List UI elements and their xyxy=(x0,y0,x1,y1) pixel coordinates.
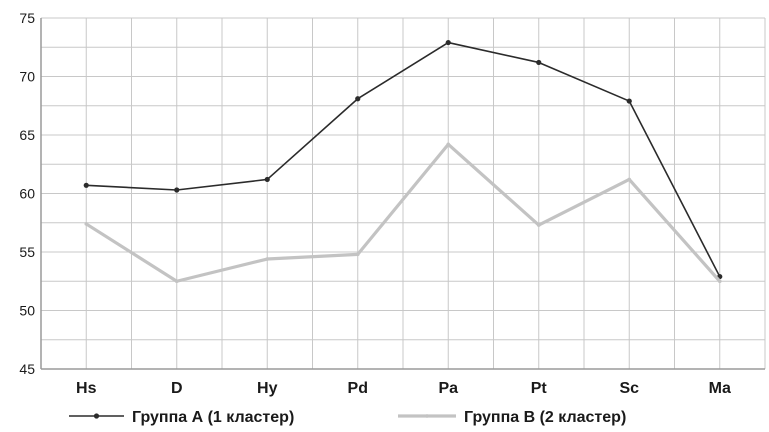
data-point xyxy=(536,223,541,227)
data-point xyxy=(174,279,179,284)
legend: Группа А (1 кластер) Группа В (2 кластер) xyxy=(69,409,626,426)
data-point xyxy=(83,182,89,188)
x-tick-label: Hs xyxy=(76,380,97,397)
x-tick-label: Pt xyxy=(531,380,548,397)
y-tick-label: 75 xyxy=(19,10,35,26)
data-point xyxy=(536,59,542,66)
y-axis: 45 50 55 60 65 70 75 xyxy=(19,10,35,377)
data-point xyxy=(264,176,270,183)
series-1 xyxy=(83,39,723,280)
data-point xyxy=(84,222,89,226)
data-point xyxy=(445,39,451,46)
y-tick-label: 50 xyxy=(19,303,35,319)
y-tick-label: 55 xyxy=(19,244,35,260)
x-tick-label: Sc xyxy=(619,380,639,397)
series-layer xyxy=(83,39,723,284)
legend-marker xyxy=(93,413,100,419)
data-point xyxy=(355,96,361,102)
legend-label: Группа А (1 кластер) xyxy=(132,409,294,426)
y-tick-label: 45 xyxy=(19,361,35,377)
y-tick-label: 70 xyxy=(19,69,35,85)
x-tick-label: Hy xyxy=(257,380,278,397)
y-tick-label: 65 xyxy=(19,127,35,143)
x-axis: Hs D Hy Pd Pa Pt Sc Ma xyxy=(76,380,731,397)
legend-label: Группа В (2 кластер) xyxy=(464,409,626,426)
data-point xyxy=(174,187,180,193)
data-point xyxy=(717,279,722,284)
legend-item-1: Группа А (1 кластер) xyxy=(69,409,294,426)
data-point xyxy=(355,252,360,257)
data-point xyxy=(265,257,270,261)
x-tick-label: D xyxy=(171,380,183,397)
series-line xyxy=(84,142,722,283)
legend-marker xyxy=(425,414,429,418)
grid xyxy=(40,17,766,370)
data-point xyxy=(446,142,451,147)
x-tick-label: Ma xyxy=(709,380,731,397)
legend-item-2: Группа В (2 кластер) xyxy=(398,409,626,426)
x-tick-label: Pd xyxy=(348,380,368,397)
series-line xyxy=(85,41,721,278)
data-point xyxy=(627,177,632,182)
x-tick-label: Pa xyxy=(438,380,458,397)
y-tick-label: 60 xyxy=(19,186,35,202)
series-2 xyxy=(84,142,722,284)
data-point xyxy=(626,98,632,104)
